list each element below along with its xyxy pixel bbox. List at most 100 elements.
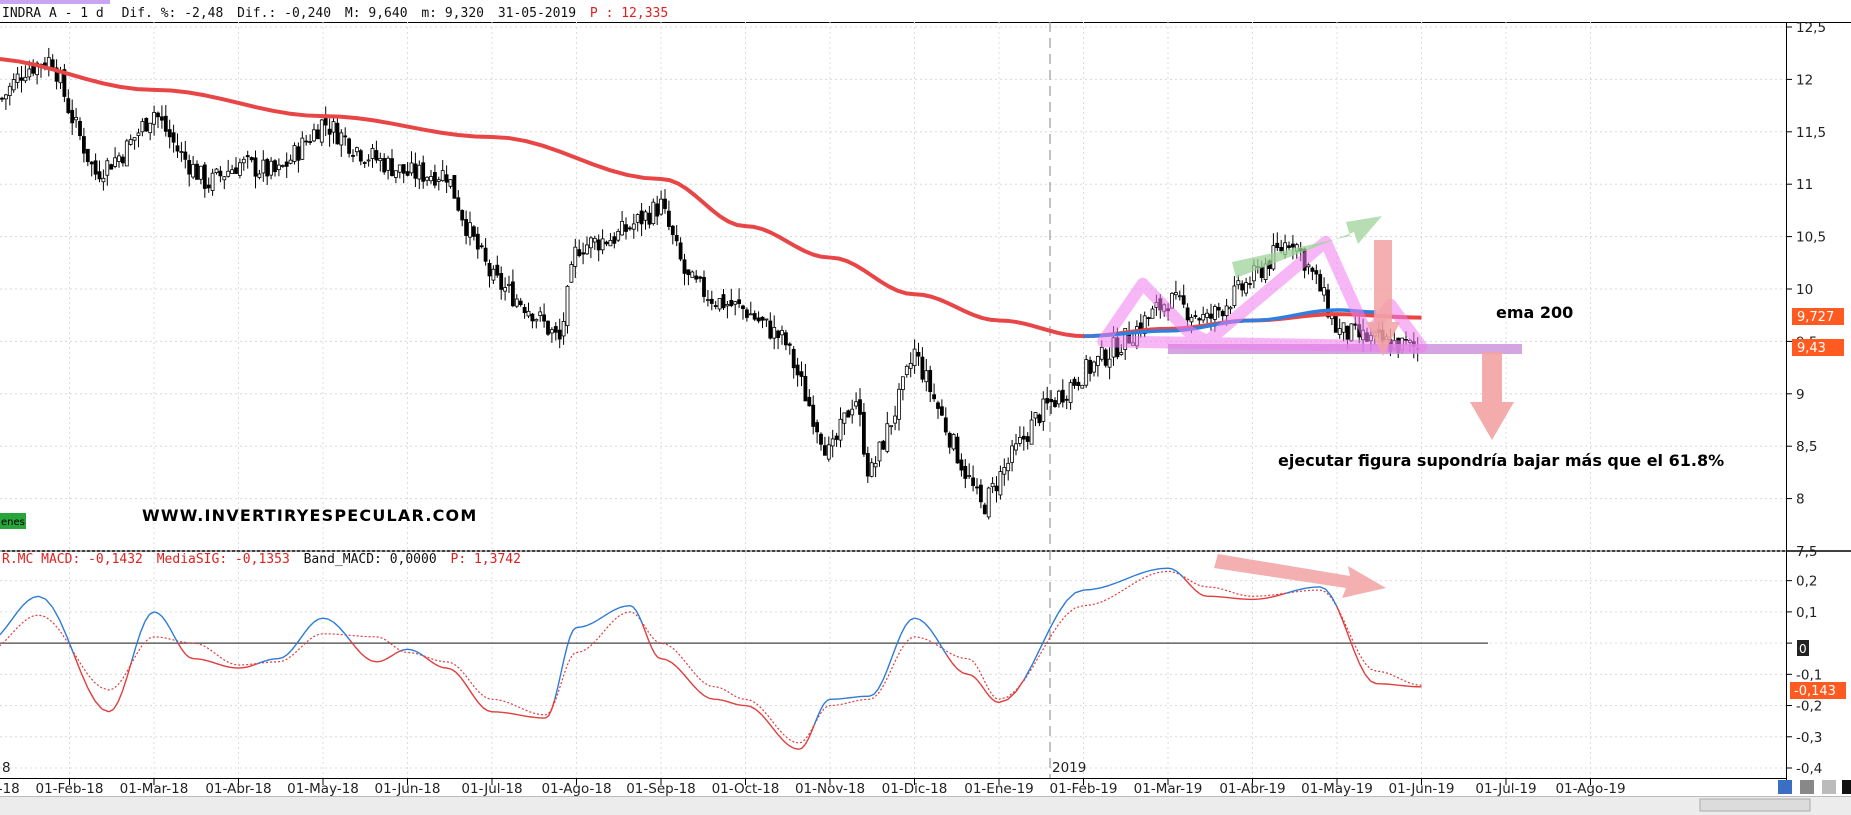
macd-segment (935, 637, 942, 647)
candle-body (378, 158, 383, 162)
macd-segment (572, 626, 577, 631)
chart-icon[interactable] (1778, 780, 1792, 794)
candle-body (838, 418, 843, 441)
date-tick-label: 01-Ene-19 (964, 781, 1034, 797)
macd-segment (801, 744, 806, 749)
price-tick-label: 12,5 (1796, 20, 1826, 36)
candle-body (1181, 295, 1186, 305)
candle-body (830, 438, 835, 447)
macd-segment (566, 635, 571, 647)
zoom-icon[interactable] (1822, 780, 1836, 794)
candle-body (163, 115, 168, 132)
candle-body (573, 246, 578, 267)
candle-body (101, 177, 106, 183)
candle-body (510, 281, 515, 307)
candle-body (1209, 313, 1213, 319)
macd-segment (973, 676, 978, 681)
candle-body (354, 147, 359, 153)
candle-body (628, 227, 632, 230)
candle-body (245, 155, 250, 158)
date-tick-label: 01-Nov-18 (795, 781, 865, 797)
macd-segment (108, 708, 114, 713)
macd-segment (900, 625, 907, 635)
candle-body (195, 163, 199, 180)
bottom-scrollbar[interactable] (0, 796, 1851, 815)
scrollbar-thumb[interactable] (1699, 798, 1811, 812)
macd-segment (507, 712, 514, 715)
down-arrow-target (1470, 352, 1514, 440)
candle-body (1197, 318, 1202, 321)
candle-body (737, 299, 741, 305)
candle-body (382, 158, 387, 173)
macd-segment (27, 596, 34, 602)
macd-segment (422, 655, 428, 660)
macd-segment (16, 605, 24, 613)
candle-body (507, 283, 511, 286)
volume-tag[interactable] (0, 513, 26, 529)
candle-body (1240, 283, 1245, 291)
macd-segment (529, 716, 535, 719)
macd-segment (619, 605, 625, 609)
macd-segment (810, 724, 816, 733)
candle-body (226, 170, 231, 177)
macd-tick-label: -0,2 (1796, 699, 1822, 715)
candle-body (491, 268, 496, 281)
candle-body (967, 475, 972, 477)
macd-segment (157, 612, 163, 617)
candle-body (975, 486, 979, 489)
candle-body (877, 441, 882, 462)
macd-segment (38, 595, 46, 600)
macd-segment (87, 687, 96, 702)
candle-body (651, 201, 656, 225)
top-tab[interactable] (0, 0, 110, 4)
candle-body (1341, 322, 1346, 333)
macd-segment (576, 626, 582, 629)
macd-segment (1023, 663, 1034, 680)
candle-body (815, 422, 819, 433)
candle-body (1224, 305, 1229, 317)
header-title: INDRA A - 1 d Dif. %: -2,48 Dif.: -0,240… (2, 6, 668, 21)
candle-body (218, 170, 223, 177)
header-dif: Dif.: -0,240 (237, 6, 331, 21)
save-icon[interactable] (1800, 780, 1814, 794)
end-icon[interactable] (1842, 780, 1851, 794)
candle-body (889, 425, 894, 428)
candle-body (429, 176, 433, 182)
candle-body (694, 275, 699, 280)
macd-segment (1159, 567, 1169, 570)
candle-body (132, 137, 137, 141)
candle-body (393, 170, 398, 178)
candle-body (834, 435, 839, 440)
candle-body (222, 176, 227, 181)
candle-body (1084, 359, 1089, 386)
macd-segment (1353, 649, 1361, 665)
candle-body (1060, 389, 1065, 403)
candle-body (1228, 306, 1233, 310)
macd-segment (242, 666, 247, 669)
macd-segment (261, 659, 267, 663)
macd-segment (455, 671, 461, 678)
candle-body (842, 412, 847, 424)
candle-body (943, 417, 948, 433)
candle-body (471, 226, 476, 237)
macd-segment (638, 616, 644, 625)
macd-segment (732, 702, 737, 705)
date-tick-label: 01-May-18 (287, 781, 359, 797)
macd-segment (1133, 572, 1143, 577)
candle-body (27, 68, 32, 78)
macd-segment (807, 731, 813, 740)
candle-body (70, 109, 75, 124)
macd-value-badge (1790, 682, 1846, 699)
candle-body (596, 239, 601, 251)
candle-body (1314, 270, 1319, 275)
candle-body (608, 240, 613, 247)
candle-body (729, 299, 734, 307)
candle-body (503, 287, 508, 292)
candle-body (901, 376, 905, 390)
macd-segment (189, 656, 194, 660)
macd-segment (1125, 575, 1135, 580)
candle-body (553, 326, 558, 333)
macd-segment (946, 654, 953, 664)
macd-segment (434, 663, 440, 667)
candle-body (823, 445, 827, 456)
